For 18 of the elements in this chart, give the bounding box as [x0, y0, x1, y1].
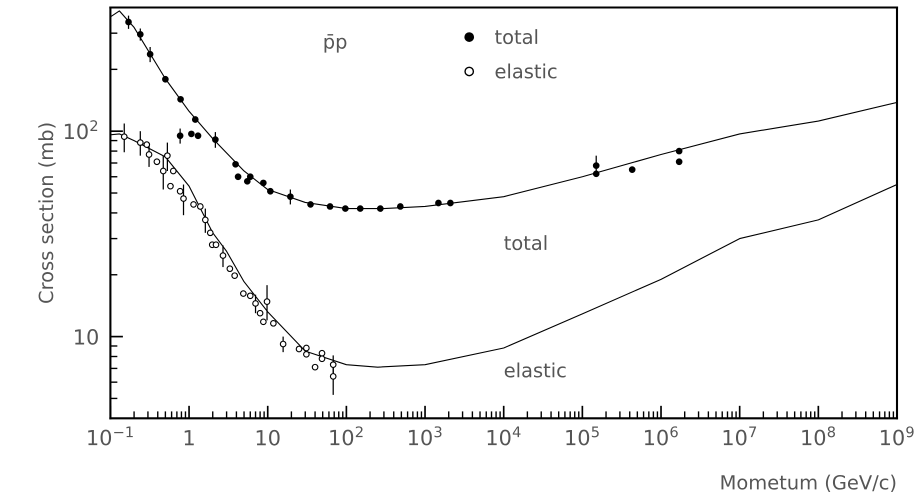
- x-tick-label: 10$^{8}$: [802, 426, 835, 446]
- x-tick-label: 10$^{3}$: [408, 426, 442, 446]
- legend-label: elastic: [496, 63, 556, 79]
- x-tick-label: 10$^{9}$: [880, 426, 914, 446]
- x-tick-label: 10$^{−1}$: [88, 426, 133, 446]
- x-tick-label: 10$^{2}$: [330, 426, 363, 446]
- x-tick-label: 10$^{6}$: [644, 426, 678, 446]
- x-tick-label: 1: [184, 430, 194, 446]
- annotation: total: [504, 235, 546, 250]
- legend-label: total: [495, 29, 538, 44]
- x-axis-title: Mometum (GeV/c): [722, 474, 896, 492]
- x-tick-label: 10: [256, 430, 280, 446]
- annotation: elastic: [504, 362, 566, 378]
- x-tick-label: 10$^{4}$: [488, 426, 521, 446]
- annotation: p̄p: [324, 34, 346, 53]
- x-tick-label: 10$^{7}$: [724, 426, 756, 446]
- y-axis-title: Cross section (mb): [38, 124, 56, 303]
- x-tick-label: 10$^{5}$: [566, 426, 599, 446]
